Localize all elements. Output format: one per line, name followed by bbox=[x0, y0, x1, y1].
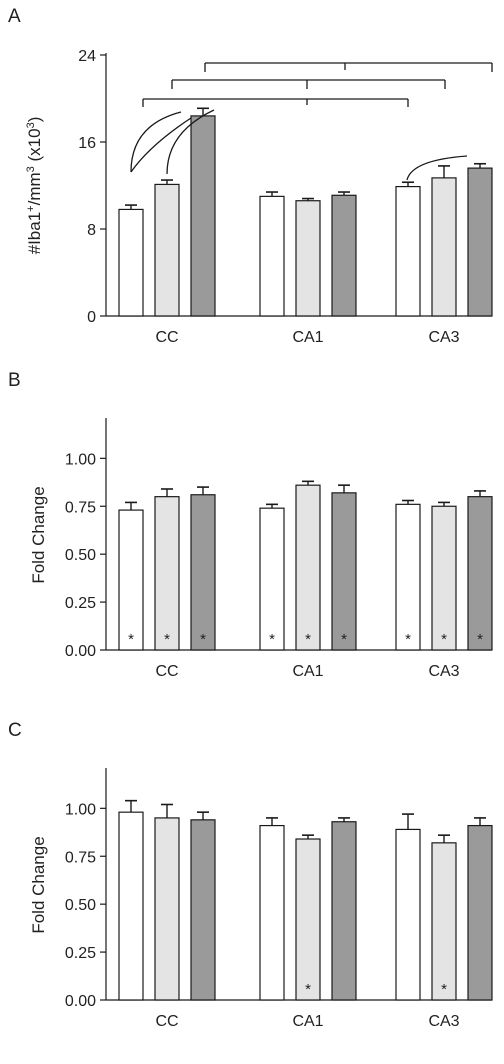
category-label: CA3 bbox=[428, 663, 459, 680]
category-label: CA3 bbox=[428, 1013, 459, 1030]
bar bbox=[431, 177, 457, 317]
y-tick-label: 0.25 bbox=[65, 945, 96, 962]
y-tick-label: 0.75 bbox=[65, 849, 96, 866]
bar bbox=[331, 821, 357, 1001]
bar bbox=[431, 505, 457, 651]
bar bbox=[331, 194, 357, 317]
significance-star: * bbox=[441, 631, 447, 648]
y-tick-label: 24 bbox=[78, 48, 96, 65]
y-tick-label: 16 bbox=[78, 135, 96, 152]
significance-star: * bbox=[305, 631, 311, 648]
bar bbox=[118, 509, 144, 651]
significance-star: * bbox=[200, 631, 206, 648]
bar bbox=[467, 496, 493, 651]
significance-star: * bbox=[341, 631, 347, 648]
bar bbox=[295, 484, 321, 651]
y-axis-label: #Iba1+/mm3 (x103) bbox=[25, 117, 44, 255]
y-tick-label: 0.50 bbox=[65, 897, 96, 914]
category-label: CA1 bbox=[292, 329, 323, 346]
panel-letter-c: C bbox=[8, 720, 22, 741]
bar bbox=[190, 819, 216, 1001]
y-tick-label: 8 bbox=[87, 222, 96, 239]
y-tick-label: 1.00 bbox=[65, 451, 96, 468]
bar bbox=[190, 494, 216, 651]
y-tick-label: 0.00 bbox=[65, 993, 96, 1010]
significance-star: * bbox=[477, 631, 483, 648]
panel-letter-a: A bbox=[8, 6, 21, 27]
category-label: CA1 bbox=[292, 1013, 323, 1030]
significance-star: * bbox=[128, 631, 134, 648]
bar bbox=[118, 208, 144, 317]
significance-star: * bbox=[164, 631, 170, 648]
y-tick-label: 0 bbox=[87, 309, 96, 326]
bar bbox=[431, 842, 457, 1001]
bracket-curve bbox=[130, 117, 192, 173]
y-axis-label: Fold Change bbox=[29, 486, 48, 583]
chart-c: 0.00 0.25 0.50 0.75 1.00 Fold Change CC CA1 CA3 *… bbox=[29, 768, 493, 1030]
bar bbox=[395, 185, 421, 317]
bar bbox=[395, 503, 421, 651]
y-tick-label: 0.50 bbox=[65, 547, 96, 564]
significance-star: * bbox=[305, 981, 311, 998]
category-label: CC bbox=[155, 663, 178, 680]
category-label: CA3 bbox=[428, 329, 459, 346]
bar bbox=[259, 507, 285, 651]
bar bbox=[154, 183, 180, 317]
bar bbox=[395, 828, 421, 1001]
chart-a: 0 8 16 24 #Iba1+/mm3 (x103) CC CA1 CA3 bbox=[25, 48, 493, 346]
bar bbox=[331, 492, 357, 651]
bar bbox=[118, 811, 144, 1001]
significance-star: * bbox=[269, 631, 275, 648]
y-tick-label: 0.00 bbox=[65, 643, 96, 660]
bracket-curve bbox=[130, 111, 182, 173]
bar bbox=[467, 167, 493, 317]
bar bbox=[190, 115, 216, 317]
bar bbox=[154, 817, 180, 1001]
bar bbox=[154, 496, 180, 651]
bar bbox=[295, 838, 321, 1001]
significance-star: * bbox=[405, 631, 411, 648]
y-axis-label: Fold Change bbox=[29, 836, 48, 933]
bracket-curve bbox=[406, 155, 468, 181]
bar bbox=[467, 824, 493, 1001]
chart-b: 0.00 0.25 0.50 0.75 1.00 Fold Change CC CA1 CA3 *… bbox=[29, 418, 493, 680]
bar bbox=[259, 195, 285, 317]
bar bbox=[259, 824, 285, 1001]
y-tick-label: 0.75 bbox=[65, 499, 96, 516]
y-tick-label: 0.25 bbox=[65, 595, 96, 612]
bar bbox=[295, 200, 321, 317]
category-label: CA1 bbox=[292, 663, 323, 680]
panel-letter-b: B bbox=[8, 370, 21, 391]
bracket-curve bbox=[166, 109, 215, 175]
y-tick-label: 1.00 bbox=[65, 801, 96, 818]
category-label: CC bbox=[155, 329, 178, 346]
category-label: CC bbox=[155, 1013, 178, 1030]
significance-star: * bbox=[441, 981, 447, 998]
